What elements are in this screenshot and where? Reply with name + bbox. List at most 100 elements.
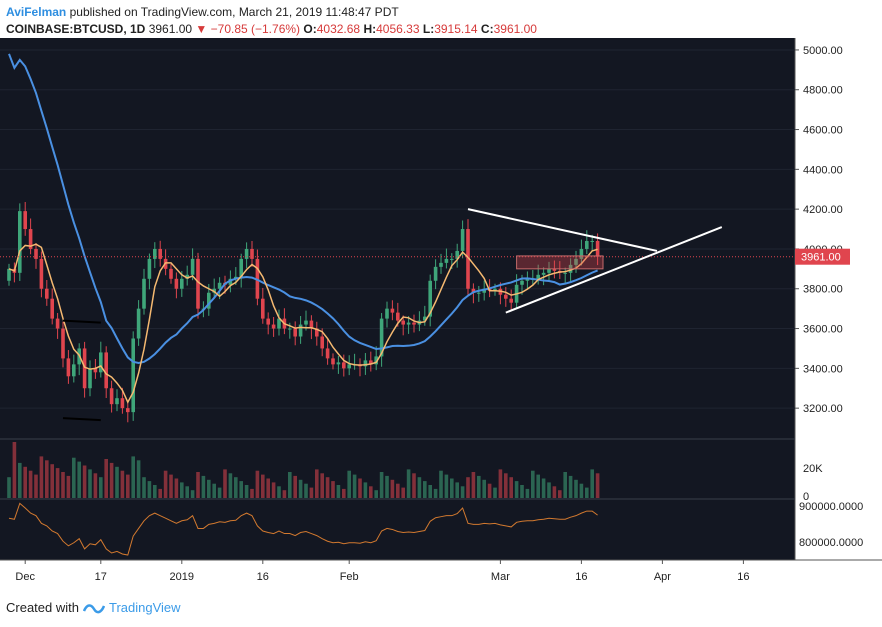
volume-bar <box>460 486 465 498</box>
candle-body <box>39 258 44 289</box>
volume-bar <box>169 474 173 498</box>
candle-body <box>396 312 400 321</box>
slow-moving-average-line <box>8 53 598 364</box>
ohlc-line: COINBASE:BTCUSD, 1D 3961.00 ▼ −70.85 (−1… <box>6 22 537 36</box>
volume-bar <box>493 487 497 498</box>
volume-bar <box>180 482 184 498</box>
price-chart[interactable]: 5000.004800.004600.004400.004200.004000.… <box>0 38 882 593</box>
volume-bar <box>131 456 135 498</box>
volume-bar <box>153 485 157 498</box>
candle-body <box>190 258 195 275</box>
candle-body <box>444 258 449 263</box>
candle-body <box>509 298 513 303</box>
candle-body <box>277 318 281 329</box>
candle-body <box>217 282 222 289</box>
low-label: L: <box>422 22 435 36</box>
volume-bar <box>304 483 308 498</box>
candle-body <box>585 240 589 249</box>
chart-area[interactable]: 5000.004800.004600.004400.004200.004000.… <box>0 38 882 593</box>
price-tick-label: 4800.00 <box>803 85 843 97</box>
price-tick-label: 5000.00 <box>803 45 843 57</box>
time-tick-label: Dec <box>15 571 35 583</box>
volume-bars <box>7 442 600 498</box>
last-price: 3961.00 <box>148 22 193 36</box>
volume-bar <box>136 460 141 498</box>
fast-moving-average-line <box>8 243 598 404</box>
candle-body <box>239 258 243 277</box>
candle-body <box>428 280 432 317</box>
price-axis-bg <box>795 38 882 593</box>
volume-bar <box>525 488 530 498</box>
volume-bar <box>185 486 189 498</box>
candle-body <box>45 288 49 299</box>
volume-bar <box>196 472 200 498</box>
volume-bar <box>487 483 492 498</box>
volume-bar <box>471 472 476 498</box>
candle-body <box>369 360 373 365</box>
candle-body <box>115 398 119 405</box>
time-tick-label: 16 <box>575 571 587 583</box>
candle-body <box>363 360 368 367</box>
volume-bar <box>320 473 324 498</box>
upper-trendline <box>467 208 658 252</box>
candle-body <box>298 324 303 337</box>
candle-body <box>412 322 416 325</box>
candle-body <box>406 322 411 325</box>
close-label: C: <box>480 22 494 36</box>
volume-bar <box>396 483 400 498</box>
volume-bar <box>228 473 233 498</box>
low-value: 3915.14 <box>434 22 478 36</box>
volume-bar <box>207 479 211 498</box>
volume-bar <box>309 487 314 498</box>
candle-body <box>174 278 179 289</box>
volume-bar <box>352 474 357 498</box>
tradingview-brand[interactable]: TradingView <box>108 600 181 615</box>
candle-body <box>379 318 384 357</box>
candle-body <box>136 308 141 339</box>
volume-bar <box>428 485 432 498</box>
volume-bar <box>115 466 119 498</box>
volume-bar <box>406 469 411 498</box>
volume-axis-label: 20K <box>803 463 823 475</box>
candle-body <box>390 308 395 313</box>
volume-bar <box>585 487 589 498</box>
volume-bar <box>255 470 260 498</box>
volume-bar <box>466 477 470 498</box>
volume-bar <box>223 469 227 498</box>
annotation-line <box>62 417 101 422</box>
volume-bar <box>401 487 405 498</box>
volume-bar <box>82 465 87 498</box>
candle-body <box>347 364 351 369</box>
volume-bar <box>514 481 519 498</box>
volume-bar <box>547 482 551 498</box>
volume-bar <box>450 478 454 498</box>
volume-bar <box>374 490 378 498</box>
volume-bar <box>174 478 179 498</box>
time-tick-label: 16 <box>257 571 269 583</box>
candle-body <box>315 328 319 337</box>
volume-bar <box>293 475 297 498</box>
volume-bar <box>23 466 27 498</box>
candle-body <box>342 362 346 369</box>
volume-bar <box>531 470 535 498</box>
price-tick-label: 3800.00 <box>803 284 843 296</box>
last-price-tag-label: 3961.00 <box>801 252 841 264</box>
created-with-text: Created with <box>6 600 79 615</box>
volume-bar <box>568 475 573 498</box>
candle-body <box>271 324 276 329</box>
volume-bar <box>34 474 38 498</box>
volume-bar <box>147 481 152 498</box>
candle-body <box>61 328 65 359</box>
volume-bar <box>50 464 54 498</box>
volume-bar <box>590 469 594 498</box>
volume-bar <box>439 470 443 498</box>
time-tick-label: 16 <box>737 571 749 583</box>
volume-bar <box>423 481 427 498</box>
author-name[interactable]: AviFelman <box>6 5 67 19</box>
candle-body <box>28 229 33 249</box>
volume-bar <box>482 479 486 498</box>
volume-bar <box>595 473 600 498</box>
volume-bar <box>7 477 11 498</box>
price-tick-label: 4600.00 <box>803 125 843 137</box>
candle-body <box>433 266 438 281</box>
